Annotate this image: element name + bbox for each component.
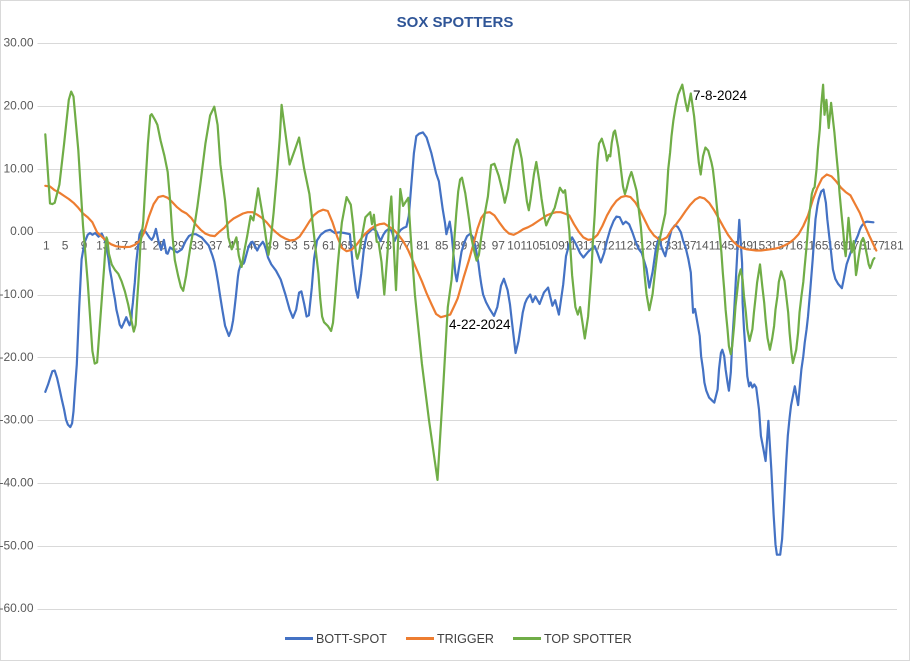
svg-text:BOTT-SPOT: BOTT-SPOT [316, 632, 387, 646]
svg-text:TOP SPOTTER: TOP SPOTTER [544, 632, 632, 646]
svg-text:TRIGGER: TRIGGER [437, 632, 494, 646]
svg-text:0.00: 0.00 [10, 224, 34, 238]
svg-text:5: 5 [62, 239, 69, 253]
svg-text:169: 169 [827, 239, 847, 253]
svg-text:-10.00: -10.00 [0, 287, 34, 301]
svg-text:-60.00: -60.00 [0, 601, 34, 615]
svg-text:181: 181 [884, 239, 904, 253]
svg-text:137: 137 [677, 239, 697, 253]
svg-text:105: 105 [526, 239, 546, 253]
svg-text:57: 57 [303, 239, 317, 253]
svg-text:-20.00: -20.00 [0, 350, 34, 364]
svg-text:10.00: 10.00 [3, 161, 33, 175]
svg-text:141: 141 [695, 239, 715, 253]
svg-text:7-8-2024: 7-8-2024 [693, 88, 748, 103]
svg-text:SOX SPOTTERS: SOX SPOTTERS [397, 14, 514, 31]
svg-text:4-22-2024: 4-22-2024 [449, 317, 511, 332]
svg-text:17: 17 [115, 239, 129, 253]
svg-text:129: 129 [639, 239, 659, 253]
svg-text:-30.00: -30.00 [0, 413, 34, 427]
svg-text:53: 53 [284, 239, 298, 253]
svg-text:97: 97 [492, 239, 506, 253]
svg-text:157: 157 [771, 239, 791, 253]
svg-text:61: 61 [322, 239, 336, 253]
svg-text:101: 101 [507, 239, 527, 253]
svg-text:33: 33 [190, 239, 204, 253]
svg-text:109: 109 [545, 239, 565, 253]
svg-text:37: 37 [209, 239, 223, 253]
svg-text:1: 1 [43, 239, 50, 253]
svg-text:161: 161 [790, 239, 810, 253]
svg-text:165: 165 [808, 239, 828, 253]
svg-text:81: 81 [416, 239, 430, 253]
svg-text:-50.00: -50.00 [0, 538, 34, 552]
svg-text:85: 85 [435, 239, 449, 253]
svg-text:30.00: 30.00 [3, 36, 33, 50]
svg-text:-40.00: -40.00 [0, 476, 34, 490]
svg-text:20.00: 20.00 [3, 99, 33, 113]
